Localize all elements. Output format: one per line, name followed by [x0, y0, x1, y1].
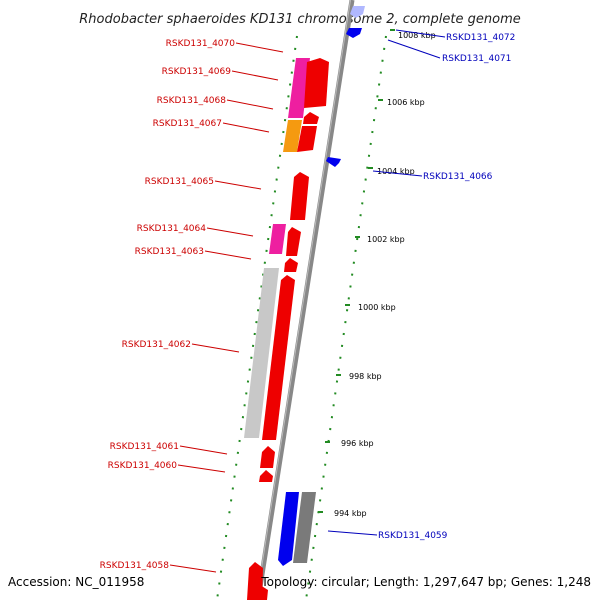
gene-label: RSKD131_4059 [378, 531, 448, 541]
leader-line [177, 464, 226, 473]
feature-bar-pink [269, 224, 286, 254]
tick-label: 1004 kbp [377, 167, 415, 176]
gene-arrow-reverse [346, 28, 362, 38]
gene-label: RSKD131_4061 [110, 442, 179, 452]
tick-label: 1006 kbp [387, 98, 425, 107]
leader-line [179, 445, 228, 455]
leader-line [169, 564, 217, 573]
feature-bar-orange [283, 120, 302, 152]
accession-text: Accession: NC_011958 [8, 575, 144, 589]
gene-arrow-reverse [278, 492, 299, 566]
gene-label: RSKD131_4070 [166, 39, 236, 49]
tick-label: 996 kbp [341, 439, 374, 448]
backbone-ruler-highlight [256, 0, 351, 600]
leader-line [235, 42, 284, 53]
gene-label: RSKD131_4072 [446, 33, 515, 43]
gene-label: RSKD131_4060 [108, 461, 178, 471]
tick-label: 998 kbp [349, 372, 382, 381]
tick-marks [318, 29, 395, 513]
gene-arrow-forward [284, 258, 298, 272]
tick-label: 1000 kbp [358, 303, 396, 312]
gene-arrow-forward [286, 227, 301, 256]
tick-labels: 1008 kbp 1006 kbp 1004 kbp 1002 kbp 1000… [334, 31, 436, 518]
gene-label: RSKD131_4064 [137, 224, 207, 234]
leader-line [226, 99, 274, 110]
gene-arrow-forward [260, 446, 275, 468]
leader-line [214, 180, 262, 190]
forward-genes [247, 58, 329, 600]
leader-line [222, 122, 270, 133]
gene-label: RSKD131_4063 [135, 247, 204, 257]
gene-label: RSKD131_4058 [100, 561, 170, 571]
gene-arrow-forward [256, 585, 268, 600]
gene-arrow-forward [303, 112, 319, 124]
forward-leader-lines [169, 42, 284, 573]
gene-label: RSKD131_4062 [122, 340, 191, 350]
map-title: Rhodobacter sphaeroides KD131 chromosome… [79, 12, 520, 27]
reverse-genes [278, 6, 365, 566]
gene-arrow-forward [297, 126, 317, 152]
gene-arrow-forward [304, 58, 329, 108]
backbone-ruler [255, 0, 355, 600]
tick-label: 1002 kbp [367, 235, 405, 244]
reverse-gene-labels: RSKD131_4072 RSKD131_4071 RSKD131_4066 R… [378, 33, 515, 541]
gene-arrow-reverse-pale [350, 6, 365, 18]
topology-text: Topology: circular; Length: 1,297,647 bp… [260, 575, 591, 589]
feature-bar-dark-gray [293, 492, 316, 563]
forward-gene-labels: RSKD131_4070 RSKD131_4069 RSKD131_4068 R… [100, 39, 236, 571]
gene-arrow-forward [259, 470, 273, 482]
gene-label: RSKD131_4069 [162, 67, 232, 77]
tick-label: 994 kbp [334, 509, 367, 518]
reverse-leader-lines [327, 29, 446, 536]
feature-bars [244, 58, 316, 563]
leader-line [231, 70, 279, 81]
gene-label: RSKD131_4068 [157, 96, 227, 106]
leader-line [191, 343, 240, 353]
leader-line [204, 250, 252, 260]
gene-arrow-reverse [326, 157, 341, 167]
tick-label: 1008 kbp [398, 31, 436, 40]
gene-arrow-forward [262, 275, 295, 440]
gene-label: RSKD131_4065 [145, 177, 214, 187]
feature-bar-light-gray [244, 268, 279, 438]
gene-arrow-forward [290, 172, 309, 220]
gene-label: RSKD131_4067 [153, 119, 222, 129]
gene-label: RSKD131_4071 [442, 54, 511, 64]
leader-line [395, 29, 446, 38]
leader-line [372, 170, 423, 177]
gene-label: RSKD131_4066 [423, 172, 493, 182]
leader-line [387, 39, 441, 59]
leader-line [206, 227, 254, 237]
leader-line [327, 530, 378, 536]
